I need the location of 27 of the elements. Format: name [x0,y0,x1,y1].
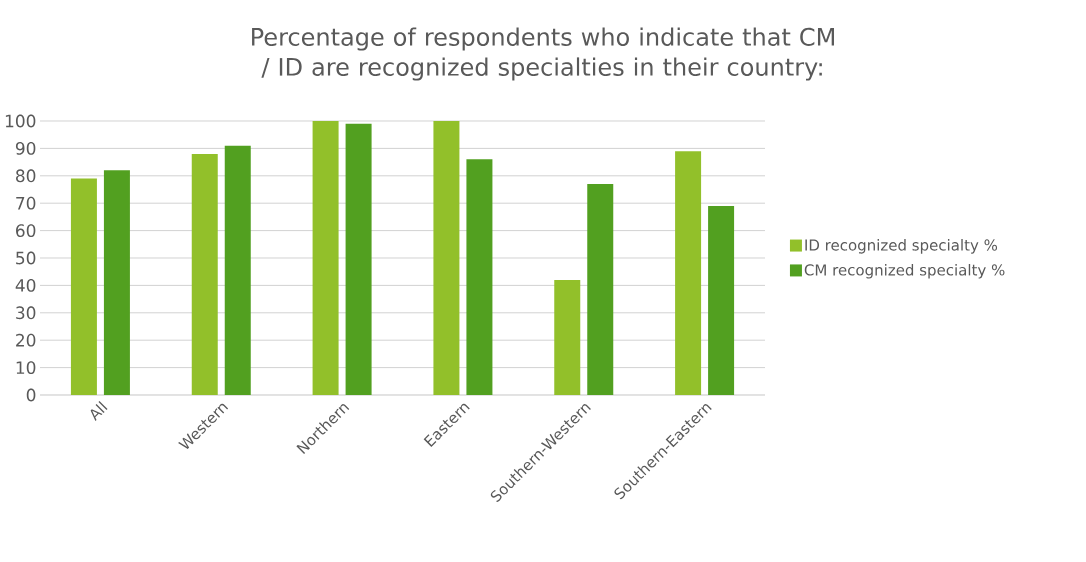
legend-label: ID recognized specialty % [805,239,998,254]
bar [708,205,735,395]
y-tick-label: 100 [5,114,36,128]
y-tick-label: 60 [16,224,36,238]
bar [554,279,581,395]
y-tick-label: 0 [26,388,36,402]
bar [433,121,460,395]
bar [224,145,251,395]
y-tick-label: 20 [16,333,36,347]
bar [191,153,218,395]
chart-title: Percentage of respondents who indicate that CM / ID are recognized specialties in their country: [252,27,834,81]
y-tick-label: 40 [15,278,36,292]
x-tick-label: All [90,400,108,422]
y-tick-label: 10 [16,361,36,375]
bar [312,121,339,395]
bar [466,159,493,395]
bar [675,151,702,395]
y-tick-label: 90 [15,141,36,155]
bar [70,178,97,395]
y-tick-label: 80 [16,169,36,183]
legend-label: CM recognized specialty % [804,264,1005,279]
y-tick-label: 70 [16,196,36,210]
bar [587,184,614,395]
bar [345,123,372,395]
y-tick-label: 30 [16,306,36,320]
y-tick-label: 50 [16,251,36,265]
bar [103,170,130,395]
